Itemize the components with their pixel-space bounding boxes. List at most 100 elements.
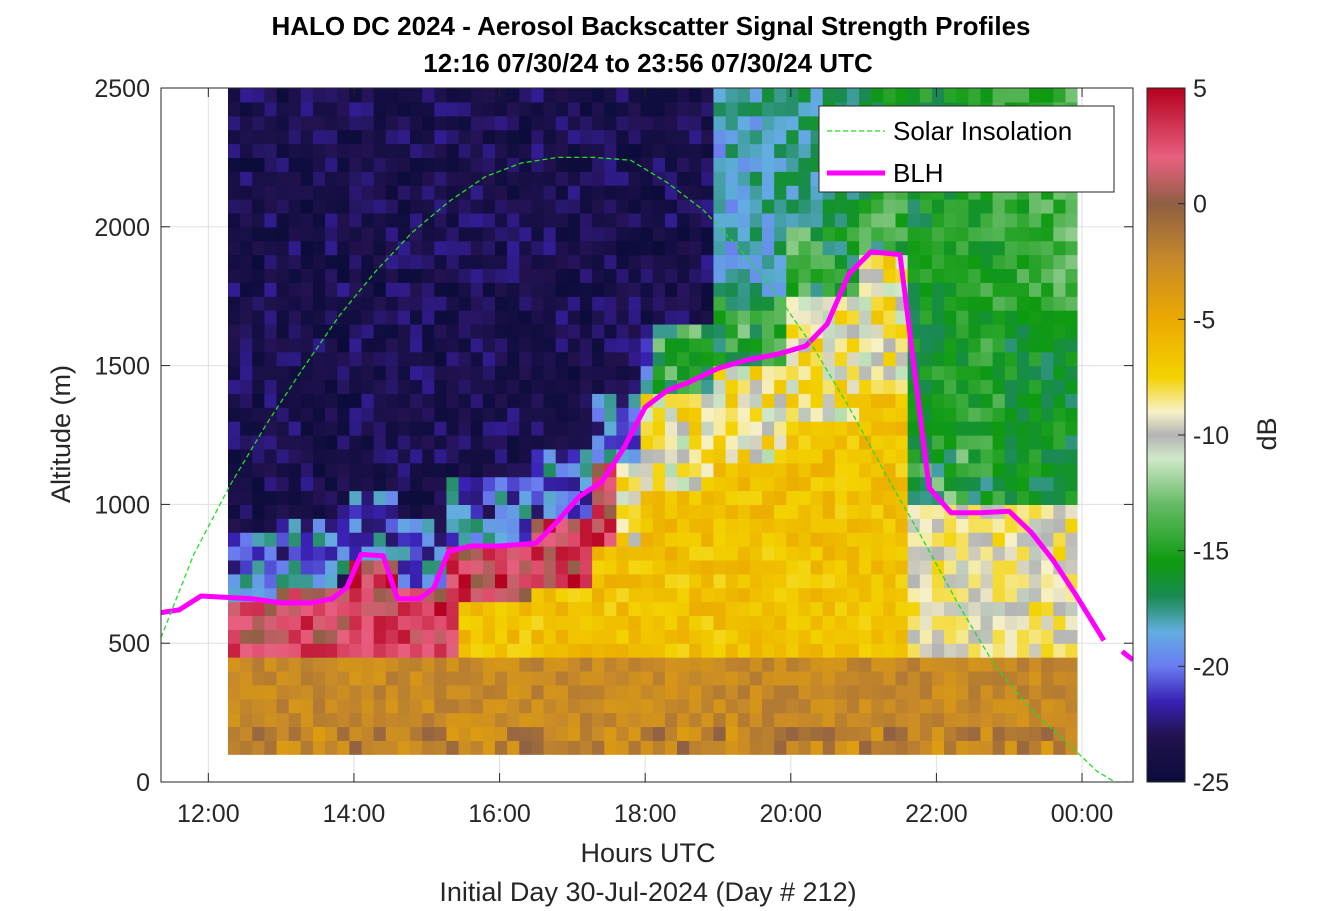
- heatmap-cell: [664, 101, 678, 117]
- heatmap-cell: [495, 393, 508, 408]
- heatmap-cell: [725, 226, 739, 242]
- heatmap-cell: [531, 712, 545, 728]
- heatmap-cell: [640, 448, 654, 464]
- heatmap-cell: [749, 240, 763, 256]
- heatmap-cell: [1016, 573, 1030, 589]
- heatmap-cell: [1041, 226, 1054, 242]
- heatmap-cell: [325, 129, 338, 145]
- heatmap-cell: [919, 657, 933, 672]
- heatmap-cell: [798, 129, 812, 145]
- heatmap-cell: [592, 254, 605, 270]
- heatmap-cell: [555, 226, 569, 242]
- heatmap-cell: [227, 268, 241, 283]
- heatmap-cell: [325, 268, 338, 283]
- heatmap-cell: [555, 712, 569, 728]
- heatmap-cell: [871, 254, 884, 270]
- heatmap-cell: [410, 712, 423, 728]
- heatmap-cell: [931, 504, 945, 519]
- heatmap-cell: [883, 546, 897, 561]
- heatmap-cell: [579, 282, 593, 297]
- heatmap-cell: [640, 629, 654, 644]
- heatmap-cell: [980, 88, 994, 103]
- heatmap-cell: [822, 698, 836, 714]
- heatmap-cell: [713, 559, 727, 575]
- heatmap-cell: [240, 421, 253, 436]
- heatmap-cell: [482, 532, 496, 547]
- heatmap-cell: [312, 296, 326, 311]
- heatmap-cell: [470, 323, 484, 339]
- heatmap-cell: [713, 615, 727, 630]
- heatmap-cell: [628, 490, 642, 505]
- heatmap-cell: [543, 407, 557, 422]
- heatmap-cell: [337, 629, 350, 644]
- heatmap-cell: [616, 629, 630, 644]
- heatmap-cell: [968, 448, 982, 464]
- heatmap-cell: [325, 88, 338, 103]
- heatmap-cell: [227, 129, 241, 145]
- heatmap-cell: [337, 726, 350, 741]
- heatmap-cell: [507, 726, 520, 741]
- heatmap-cell: [883, 670, 897, 686]
- heatmap-cell: [592, 337, 605, 353]
- heatmap-cell: [774, 310, 787, 325]
- heatmap-cell: [664, 476, 678, 492]
- heatmap-cell: [992, 226, 1006, 242]
- heatmap-cell: [349, 684, 363, 700]
- heatmap-cell: [956, 532, 969, 547]
- heatmap-cell: [300, 337, 314, 353]
- heatmap-cell: [592, 282, 605, 297]
- heatmap-cell: [470, 393, 484, 408]
- heatmap-cell: [1016, 629, 1030, 644]
- heatmap-cell: [786, 143, 800, 158]
- heatmap-cell: [240, 726, 253, 741]
- heatmap-cell: [252, 573, 265, 589]
- heatmap-cell: [834, 476, 848, 492]
- heatmap-cell: [810, 421, 824, 436]
- heatmap-cell: [664, 670, 678, 686]
- heatmap-cell: [1016, 448, 1030, 464]
- heatmap-cell: [749, 226, 763, 242]
- heatmap-cell: [507, 518, 520, 533]
- heatmap-cell: [410, 268, 423, 283]
- heatmap-cell: [1041, 421, 1054, 436]
- heatmap-cell: [640, 740, 654, 755]
- heatmap-cell: [300, 407, 314, 422]
- heatmap-cell: [737, 573, 751, 589]
- heatmap-cell: [361, 698, 375, 714]
- heatmap-cell: [422, 407, 435, 422]
- heatmap-cell: [312, 504, 326, 519]
- heatmap-cell: [592, 643, 605, 658]
- heatmap-cell: [264, 476, 278, 492]
- heatmap-cell: [276, 268, 290, 283]
- heatmap-cell: [264, 171, 278, 186]
- heatmap-cell: [944, 629, 957, 644]
- heatmap-cell: [361, 157, 375, 172]
- heatmap-cell: [312, 226, 326, 242]
- heatmap-cell: [1065, 254, 1078, 270]
- heatmap-cell: [385, 407, 399, 422]
- heatmap-cell: [543, 573, 557, 589]
- heatmap-cell: [895, 615, 909, 630]
- heatmap-cell: [385, 296, 399, 311]
- heatmap-cell: [822, 212, 836, 228]
- heatmap-cell: [252, 115, 265, 131]
- heatmap-cell: [834, 740, 848, 755]
- heatmap-cell: [300, 615, 314, 630]
- heatmap-cell: [737, 212, 751, 228]
- heatmap-cell: [446, 143, 460, 158]
- heatmap-cell: [798, 629, 812, 644]
- heatmap-cell: [446, 684, 460, 700]
- heatmap-cell: [604, 323, 617, 339]
- heatmap-cell: [434, 657, 448, 672]
- heatmap-cell: [992, 587, 1006, 603]
- heatmap-cell: [482, 365, 496, 381]
- heatmap-cell: [1016, 393, 1030, 408]
- heatmap-cell: [786, 712, 800, 728]
- heatmap-cell: [701, 421, 715, 436]
- heatmap-cell: [895, 490, 909, 505]
- heatmap-cell: [1004, 212, 1018, 228]
- heatmap-cell: [859, 532, 872, 547]
- heatmap-cell: [567, 684, 581, 700]
- heatmap-cell: [422, 490, 435, 505]
- heatmap-cell: [446, 323, 460, 339]
